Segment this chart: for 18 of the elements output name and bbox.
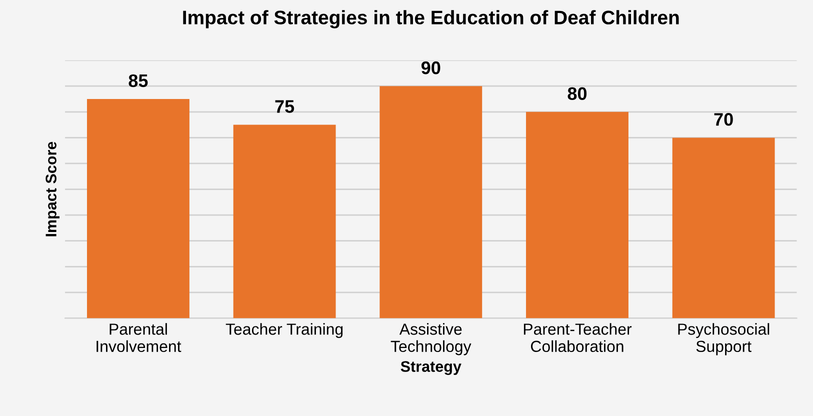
x-tick-label: Assistive Technology	[390, 323, 472, 356]
x-tick-label: Parent-Teacher Collaboration	[524, 323, 632, 352]
bar	[86, 99, 190, 318]
bar	[380, 86, 482, 318]
x-tick-label: Psychosocial Support	[678, 323, 770, 356]
data-label: 70	[714, 113, 733, 126]
data-label: 80	[568, 87, 587, 100]
x-axis-title: Strategy	[400, 361, 462, 375]
x-tick-label: Teacher Training	[226, 323, 343, 338]
chart-title: Impact of Strategies in the Education of Deaf Children	[183, 10, 679, 28]
y-axis-title: Impact Score	[46, 142, 60, 236]
bar	[526, 112, 628, 318]
data-label: 85	[128, 74, 148, 88]
bar	[672, 138, 775, 318]
data-label: 75	[275, 100, 294, 113]
x-tick-label: Parental Involvement	[96, 323, 182, 352]
data-label: 90	[421, 61, 440, 74]
bar	[233, 124, 336, 318]
